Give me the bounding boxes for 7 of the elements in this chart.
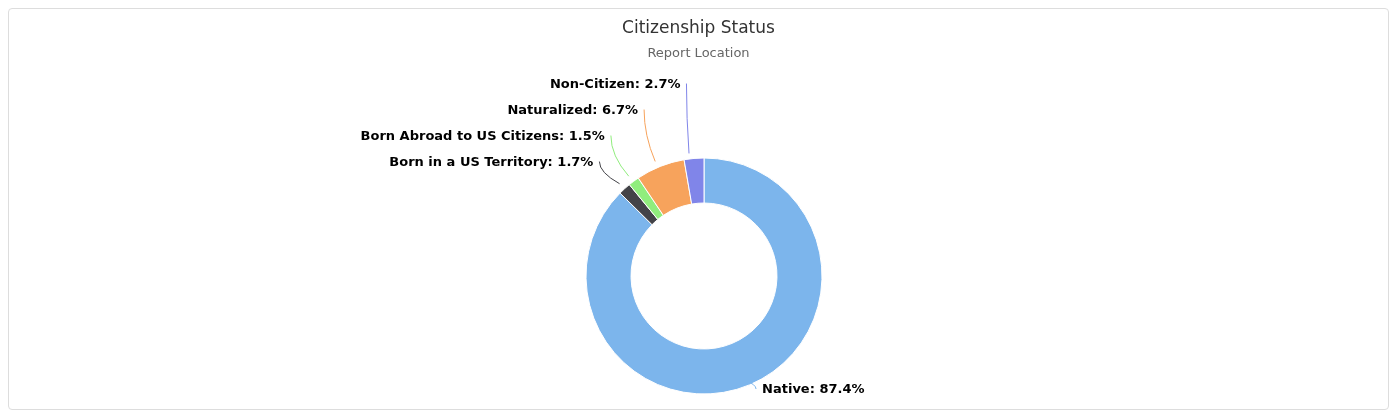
slice-label: Non-Citizen: 2.7% bbox=[549, 75, 681, 91]
slice-label: Naturalized: 6.7% bbox=[507, 101, 639, 117]
slice-label: Native: 87.4% bbox=[762, 381, 865, 396]
chart-title: Citizenship Status bbox=[621, 17, 776, 37]
slice-label: Born in a US Territory: 1.7% bbox=[389, 153, 594, 169]
chart-subtitle: Report Location bbox=[646, 45, 751, 60]
slice-label: Born Abroad to US Citizens: 1.5% bbox=[360, 127, 605, 143]
